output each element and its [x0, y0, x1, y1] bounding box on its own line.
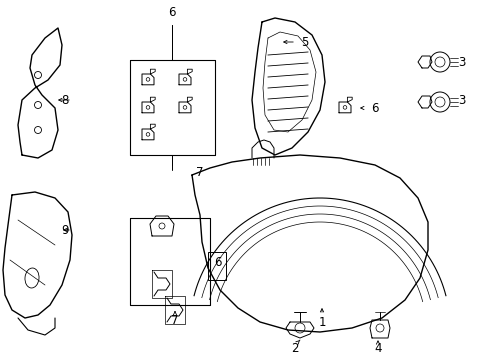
Text: 2: 2 [291, 342, 298, 355]
Text: 4: 4 [373, 342, 381, 355]
Text: 9: 9 [61, 224, 69, 237]
Text: 7: 7 [171, 314, 179, 327]
Text: 5: 5 [301, 36, 308, 49]
Text: 6: 6 [214, 256, 221, 269]
Text: 6: 6 [168, 5, 175, 18]
Text: 8: 8 [61, 94, 68, 107]
Text: 3: 3 [457, 55, 465, 68]
Bar [207, 252, 225, 280]
Text: 3: 3 [457, 94, 465, 107]
Text: 6: 6 [370, 102, 378, 114]
Text: 1: 1 [318, 315, 325, 328]
Text: 7: 7 [196, 166, 203, 179]
